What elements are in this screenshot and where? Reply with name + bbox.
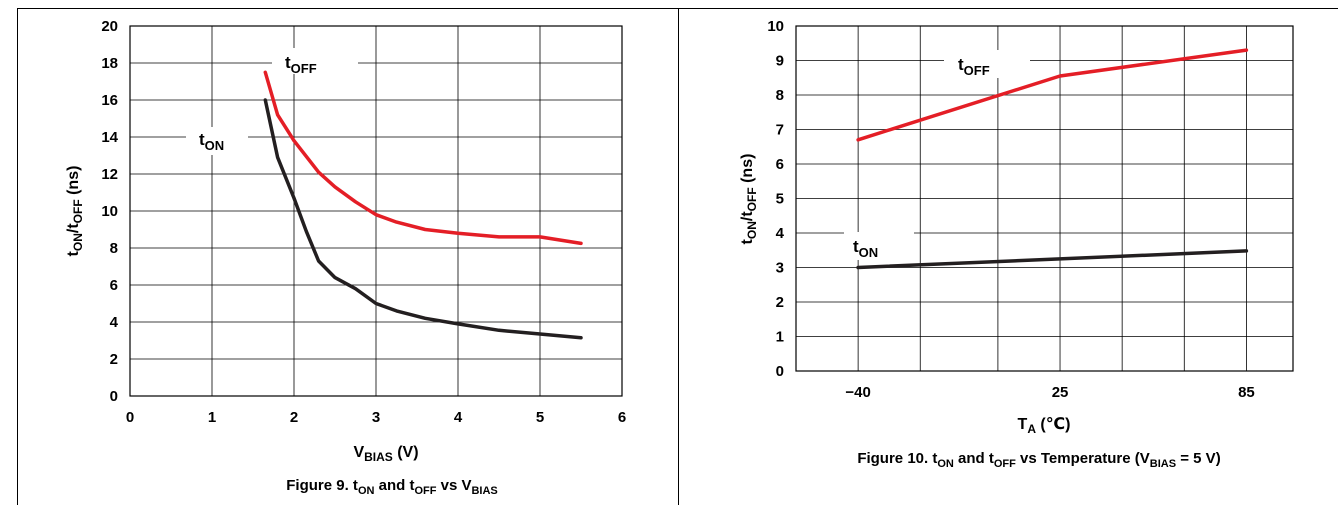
chart2-ton-label: tON (853, 237, 878, 260)
c1-y-tick-label: 12 (101, 166, 118, 183)
c1-y-tick-label: 16 (101, 92, 118, 109)
c1-x-tick-label: 4 (454, 409, 463, 426)
chart2-ton-label-bg (844, 232, 914, 260)
c2-series-off-line (856, 48, 1249, 142)
c2-y-tick-label: 5 (776, 191, 784, 208)
chart2-y-tick-labels: 0 1 2 3 4 5 6 7 8 9 10 (767, 18, 784, 380)
c2-y-tick-label: 3 (776, 260, 784, 277)
chart1-y-tick-labels: 0 2 4 6 8 10 12 14 16 18 20 (101, 18, 118, 405)
chart2-x-axis-label: TA (℃) (1018, 416, 1071, 436)
c1-x-tick-label: 5 (536, 409, 544, 426)
chart1-x-axis-label: VBIAS (V) (353, 444, 418, 464)
c1-y-tick-label: 8 (110, 240, 118, 257)
c2-x-tick-label: −40 (845, 384, 870, 401)
chart1-toff-label: tOFF (285, 53, 317, 76)
c1-y-tick-label: 2 (110, 351, 118, 368)
chart1-ton-label-bg (186, 127, 248, 155)
chart1-y-axis-label: tON/tOFF (ns) (65, 166, 85, 257)
chart2-x-tick-labels: −40 25 85 (845, 384, 1254, 401)
chart2-caption: Figure 10. tON and tOFF vs Temperature (… (857, 450, 1220, 470)
chart1-ton-label: tON (199, 130, 224, 153)
chart1-series (263, 70, 583, 340)
c2-y-tick-label: 1 (776, 329, 784, 346)
c1-y-tick-label: 10 (101, 203, 118, 220)
c1-x-tick-label: 6 (618, 409, 626, 426)
c1-x-tick-label: 3 (372, 409, 380, 426)
figure-frame (17, 8, 1338, 506)
c1-y-tick-label: 4 (110, 314, 119, 331)
c2-y-tick-label: 9 (776, 53, 784, 70)
c1-x-tick-label: 1 (208, 409, 216, 426)
c1-y-tick-label: 18 (101, 55, 118, 72)
chart1-toff-label-bg (272, 48, 358, 74)
c2-y-tick-label: 4 (776, 225, 785, 242)
c1-x-tick-label: 0 (126, 409, 134, 426)
frame-left-border (17, 8, 18, 505)
chart1-caption: Figure 9. tON and tOFF vs VBIAS (286, 477, 498, 497)
c1-y-tick-label: 0 (110, 388, 118, 405)
c2-y-tick-label: 7 (776, 122, 784, 139)
c1-series-on-line (263, 98, 583, 340)
chart1-x-tick-labels: 0 1 2 3 4 5 6 (126, 409, 626, 426)
chart2-toff-label: tOFF (958, 55, 990, 78)
frame-divider (678, 8, 679, 505)
c2-x-tick-label: 85 (1238, 384, 1255, 401)
chart2-grid (796, 25, 1293, 372)
c2-x-tick-label: 25 (1052, 384, 1069, 401)
c1-y-tick-label: 6 (110, 277, 118, 294)
chart2-y-axis-label: tON/tOFF (ns) (739, 154, 759, 245)
c1-x-tick-label: 2 (290, 409, 298, 426)
chart-2: 0 1 2 3 4 5 6 7 8 9 10 −40 25 85 tOFF tON tON/tOFF (… (739, 18, 1294, 470)
chart2-toff-label-bg (944, 50, 1030, 78)
chart2-series (856, 48, 1249, 270)
c1-y-tick-label: 14 (101, 129, 118, 146)
c2-y-tick-label: 0 (776, 363, 784, 380)
c1-y-tick-label: 20 (101, 18, 118, 35)
c1-series-off-line (263, 70, 583, 246)
c2-series-on-line (856, 249, 1249, 270)
c2-y-tick-label: 8 (776, 87, 784, 104)
c2-y-tick-label: 2 (776, 294, 784, 311)
c2-y-tick-label: 6 (776, 156, 784, 173)
c2-y-tick-label: 10 (767, 18, 784, 35)
